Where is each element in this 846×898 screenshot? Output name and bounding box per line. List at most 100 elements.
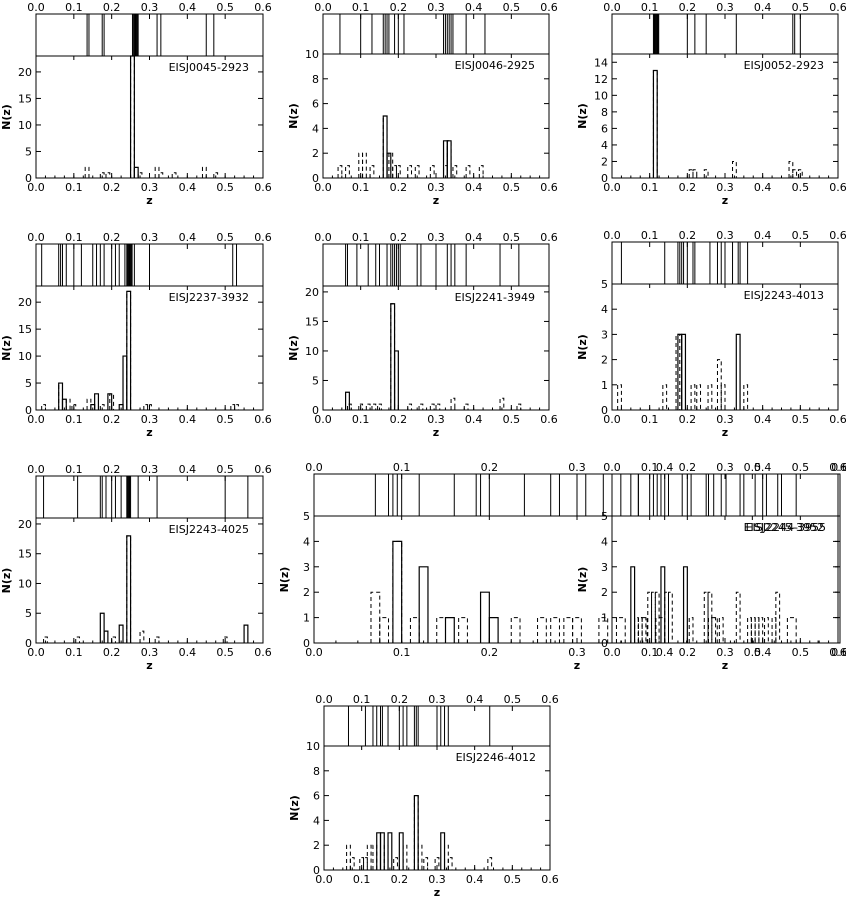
dashed-histogram-bar (458, 617, 468, 643)
dashed-histogram-bar (720, 384, 726, 410)
y-axis-label: N(z) (576, 103, 589, 129)
strip-x-tick-label: 0.0 (27, 231, 45, 244)
strip-x-tick-label: 0.1 (641, 461, 659, 474)
redshift-strip-frame (35, 475, 264, 519)
strip-x-tick-label: 0.4 (754, 1, 772, 14)
x-tick-label: 0.1 (352, 181, 370, 194)
strip-x-tick-label: 0.4 (465, 231, 483, 244)
dashed-histogram-bar (407, 165, 413, 178)
dashed-histogram-bar (637, 617, 643, 643)
redshift-strip-frame (322, 13, 550, 55)
strip-x-tick-label: 0.1 (65, 1, 83, 14)
x-tick-label: 0.6 (540, 413, 558, 426)
x-tick-label: 0.4 (179, 646, 197, 659)
dashed-histogram-bar (429, 403, 435, 410)
x-tick-label: 0.0 (603, 181, 621, 194)
dashed-histogram-bar (365, 403, 371, 410)
dashed-histogram-bar (647, 591, 653, 643)
strip-x-tick-label: 0.0 (315, 693, 333, 706)
x-tick-label: 0.1 (65, 413, 83, 426)
panel-eisj0046-2925: 0.0 0.0 0.1 0.1 0.2 0.2 0.3 0.3 0.4 0.4 0.5 0.5 0.6 0… (287, 1, 558, 207)
dashed-histogram-bar (154, 166, 160, 178)
x-tick-label: 0.0 (315, 873, 333, 886)
solid-histogram-bar (652, 69, 658, 178)
y-tick-label: 5 (25, 607, 32, 620)
x-tick-label: 0.6 (254, 646, 272, 659)
dashed-histogram-bar (696, 384, 702, 410)
x-tick-label: 0.3 (568, 646, 586, 659)
panel-eisj2244-3955: 0.00.00.10.10.20.20.30.30.40.40.50.50.60… (278, 461, 846, 672)
y-tick-label: 10 (18, 577, 32, 590)
x-tick-label: 0.6 (541, 873, 559, 886)
cluster-label: EISJ2243-4013 (744, 289, 824, 302)
cluster-label: EISJ0045-2923 (169, 61, 249, 74)
dashed-histogram-bar (792, 169, 798, 178)
y-tick-label: 6 (601, 122, 608, 135)
dashed-histogram-bar (111, 636, 116, 643)
dashed-histogram-bar (409, 617, 420, 643)
solid-histogram-bar (398, 832, 404, 870)
strip-x-tick-label: 0.5 (792, 1, 810, 14)
y-tick-label: 0 (313, 864, 320, 877)
cluster-label: EISJ2237-3932 (169, 291, 249, 304)
dashed-histogram-bar (754, 617, 760, 643)
dashed-histogram-bar (718, 617, 724, 643)
dashed-histogram-bar (43, 636, 48, 643)
strip-x-tick-label: 0.5 (216, 1, 234, 14)
y-axis-label: N(z) (287, 335, 300, 361)
dashed-histogram-bar (732, 160, 737, 178)
dashed-histogram-bar (450, 397, 456, 410)
strip-x-tick-label: 0.5 (504, 693, 522, 706)
x-tick-label: 0.1 (641, 413, 659, 426)
solid-histogram-bar (61, 398, 67, 410)
solid-histogram-bar (682, 566, 688, 643)
y-tick-label: 0 (303, 637, 310, 650)
solid-histogram-bar (393, 350, 399, 410)
dashed-histogram-bar (143, 404, 149, 410)
dashed-histogram-bar (436, 617, 446, 643)
y-tick-label: 5 (25, 145, 32, 158)
dashed-histogram-bar (688, 169, 694, 178)
dashed-histogram-bar (797, 169, 803, 178)
y-tick-label: 3 (601, 561, 608, 574)
strip-x-tick-label: 0.1 (352, 1, 370, 14)
y-tick-label: 0 (25, 404, 32, 417)
dashed-histogram-bar (499, 397, 505, 410)
strip-x-tick-label: 0.6 (254, 231, 272, 244)
y-tick-label: 1 (303, 612, 310, 625)
dashed-histogram-bar (171, 172, 177, 178)
dashed-histogram-bar (654, 591, 660, 643)
histogram-frame (322, 285, 550, 411)
dashed-histogram-bar (637, 617, 648, 643)
dashed-histogram-bar (707, 384, 713, 410)
dashed-histogram-bar (703, 591, 709, 643)
strip-x-tick-label: 0.0 (27, 1, 45, 14)
dashed-histogram-bar (664, 591, 669, 643)
strip-x-tick-label: 0.4 (465, 1, 483, 14)
x-tick-label: 0.1 (353, 873, 371, 886)
y-tick-label: 10 (305, 345, 319, 358)
dashed-histogram-bar (434, 857, 440, 870)
strip-x-tick-label: 0.4 (179, 463, 197, 476)
dashed-histogram-bar (690, 384, 696, 410)
dashed-histogram-bar (363, 857, 368, 870)
x-axis-label: z (146, 194, 152, 207)
dashed-histogram-bar (423, 857, 429, 870)
x-tick-label: 0.6 (829, 646, 846, 659)
solid-histogram-bar (99, 612, 105, 643)
dashed-histogram-bar (395, 165, 401, 178)
y-tick-label: 0 (25, 172, 32, 185)
solid-histogram-bar (243, 624, 249, 643)
x-tick-label: 0.2 (103, 646, 121, 659)
y-tick-label: 4 (312, 122, 319, 135)
y-tick-label: 5 (601, 278, 608, 291)
strip-x-tick-label: 0.2 (481, 461, 499, 474)
y-tick-label: 4 (601, 535, 608, 548)
x-tick-label: 0.4 (754, 181, 772, 194)
panel-eisj2241-3949: 0.0 0.0 0.1 0.1 0.2 0.2 0.3 0.3 0.4 0.4 0.5 0.5 0.6 0… (287, 231, 558, 439)
dashed-histogram-bar (392, 540, 403, 643)
x-tick-label: 0.5 (216, 181, 234, 194)
dashed-histogram-bar (617, 384, 622, 410)
y-tick-label: 8 (313, 765, 320, 778)
y-tick-label: 5 (312, 374, 319, 387)
